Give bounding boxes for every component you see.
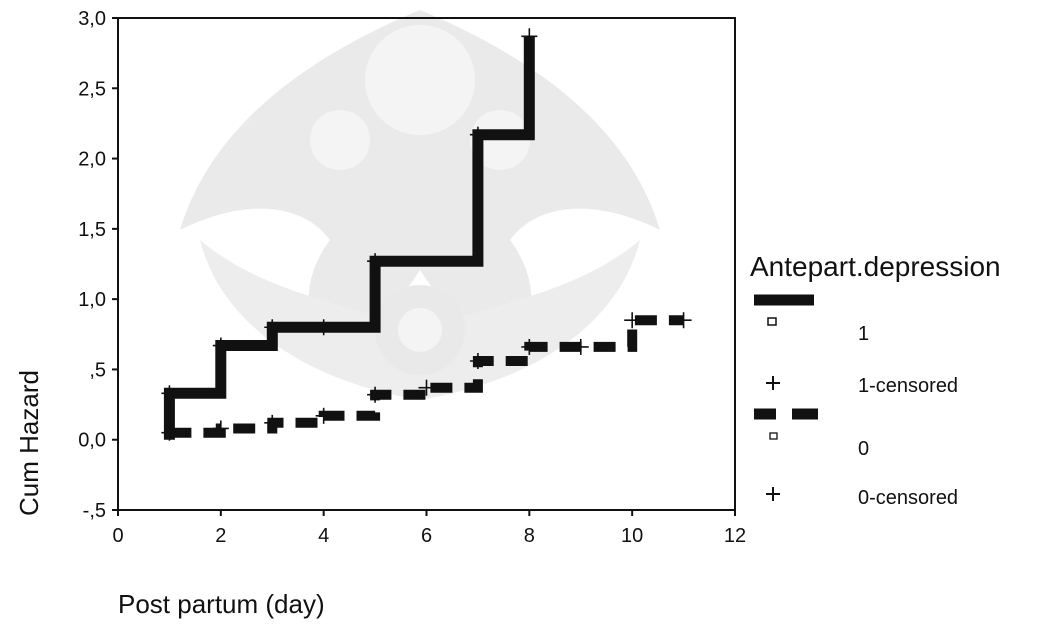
x-tick-label: 10 [621, 525, 643, 547]
censored-mark-0 [572, 338, 589, 355]
x-tick-label: 0 [112, 525, 123, 547]
x-tick-label: 4 [318, 525, 329, 547]
censored-mark-1 [212, 337, 229, 354]
watermark-emblem [180, 10, 660, 400]
censored-mark-1 [161, 385, 178, 402]
censored-mark-0 [367, 386, 384, 403]
censored-mark-1 [469, 126, 486, 143]
censored-mark-0 [315, 407, 332, 424]
legend-label-0: 0 [858, 438, 869, 460]
legend-plus-marker-0 [766, 487, 780, 501]
censored-mark-0 [212, 420, 229, 437]
censored-mark-0 [521, 338, 538, 355]
legend-label-1-censored: 1-censored [858, 375, 958, 397]
legend-square-marker-1 [767, 317, 777, 326]
y-axis: 3,0 2,5 2,0 1,5 1,0 ,5 0,0 -,5 [78, 8, 118, 522]
x-tick-label: 12 [724, 525, 746, 547]
censored-mark-0 [624, 312, 641, 329]
censored-mark-0 [161, 424, 178, 441]
y-axis-title: Cum Hazard [14, 370, 44, 516]
censored-mark-0 [264, 414, 281, 431]
legend-square-marker-0 [769, 432, 778, 440]
y-tick-label: 3,0 [78, 8, 106, 30]
y-tick-label: 2,5 [78, 78, 106, 100]
censored-mark-0 [469, 352, 486, 369]
x-axis: 0 2 4 6 8 10 12 [112, 510, 746, 547]
x-tick-label: 6 [421, 525, 432, 547]
series-line-0 [169, 315, 684, 438]
censored-mark-1 [264, 319, 281, 336]
x-tick-label: 2 [215, 525, 226, 547]
legend-title: Antepart.depression [750, 251, 1001, 282]
y-tick-label: 1,5 [78, 219, 106, 241]
y-tick-label: 0,0 [78, 430, 106, 452]
x-axis-title: Post partum (day) [118, 589, 325, 619]
censored-mark-0 [418, 379, 435, 396]
censored-mark-1 [315, 319, 332, 336]
censored-mark-1 [521, 28, 538, 45]
legend-plus-marker-1 [766, 376, 780, 390]
y-tick-label: 2,0 [78, 149, 106, 171]
x-tick-label: 8 [524, 525, 535, 547]
censored-mark-1 [367, 253, 384, 270]
legend-label-1: 1 [858, 323, 869, 345]
y-tick-label: 1,0 [78, 289, 106, 311]
legend-label-0-censored: 0-censored [858, 487, 958, 509]
y-tick-label: ,5 [89, 359, 106, 381]
y-tick-label: -,5 [83, 500, 106, 522]
censored-mark-0 [675, 312, 692, 329]
series-layer [161, 28, 692, 441]
legend: Antepart.depression 1 1-censored 0 0-cen… [750, 251, 1001, 509]
